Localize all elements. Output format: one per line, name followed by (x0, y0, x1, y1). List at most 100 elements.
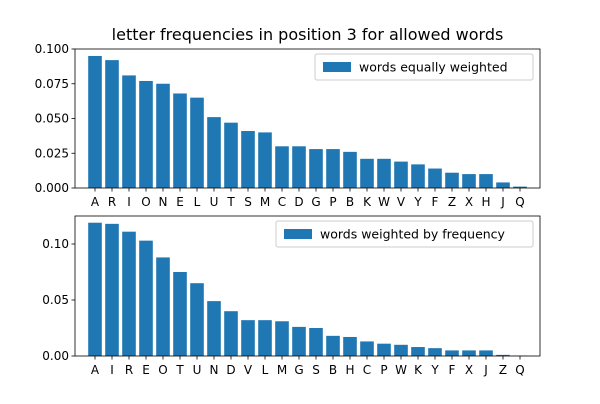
x-tick-label: O (141, 195, 150, 209)
y-tick-label: 0.050 (35, 112, 69, 126)
x-tick-label: I (110, 363, 114, 377)
x-tick-label: L (262, 363, 269, 377)
bar-W (394, 345, 408, 356)
x-tick-label: J (500, 195, 505, 209)
x-tick-label: F (449, 363, 456, 377)
bar-R (105, 60, 119, 188)
x-tick-label: A (91, 195, 100, 209)
x-tick-label: S (312, 363, 320, 377)
bar-S (241, 131, 255, 188)
bar-M (275, 321, 289, 356)
bar-W (377, 159, 391, 188)
bar-J (496, 182, 510, 188)
bar-N (207, 301, 221, 356)
bar-Z (445, 173, 459, 188)
x-tick-label: G (311, 195, 320, 209)
bar-U (190, 283, 204, 356)
x-tick-label: C (363, 363, 371, 377)
y-tick-label: 0.075 (35, 77, 69, 91)
x-tick-label: O (158, 363, 167, 377)
bar-B (326, 336, 340, 356)
x-tick-label: R (125, 363, 133, 377)
x-tick-label: N (210, 363, 219, 377)
bar-T (173, 272, 187, 356)
bar-D (292, 146, 306, 188)
bar-L (190, 98, 204, 188)
bar-C (275, 146, 289, 188)
bar-I (105, 224, 119, 356)
x-tick-label: V (244, 363, 253, 377)
legend: words weighted by frequency (276, 221, 533, 247)
y-tick-label: 0.025 (35, 146, 69, 160)
x-tick-label: Y (430, 363, 439, 377)
bar-C (360, 341, 374, 356)
x-tick-label: U (193, 363, 202, 377)
x-tick-label: E (142, 363, 150, 377)
x-tick-label: P (380, 363, 387, 377)
bar-A (88, 223, 102, 356)
legend-label: words weighted by frequency (320, 227, 506, 242)
y-tick-label: 0.100 (35, 42, 69, 56)
x-tick-label: P (329, 195, 336, 209)
legend-swatch (323, 62, 351, 72)
x-tick-label: Z (448, 195, 456, 209)
y-tick-label: 0.05 (42, 293, 69, 307)
x-tick-label: C (278, 195, 286, 209)
x-tick-label: B (329, 363, 337, 377)
x-tick-label: T (226, 195, 235, 209)
bar-X (462, 174, 476, 188)
x-tick-label: M (260, 195, 270, 209)
legend-swatch (284, 229, 312, 239)
bar-Y (411, 164, 425, 188)
x-tick-label: W (395, 363, 407, 377)
bar-M (258, 132, 272, 188)
legend: words equally weighted (315, 54, 533, 80)
bar-K (360, 159, 374, 188)
bar-E (173, 93, 187, 188)
bar-H (479, 174, 493, 188)
bar-G (309, 149, 323, 188)
bar-J (479, 350, 493, 356)
bar-N (156, 84, 170, 188)
bar-E (139, 241, 153, 356)
bar-I (122, 75, 136, 188)
x-tick-label: K (414, 363, 423, 377)
x-tick-label: Z (499, 363, 507, 377)
chart-title: letter frequencies in position 3 for all… (112, 25, 504, 44)
x-tick-label: X (465, 195, 473, 209)
bar-F (445, 350, 459, 356)
x-tick-label: N (159, 195, 168, 209)
bar-U (207, 117, 221, 188)
x-tick-label: J (483, 363, 488, 377)
x-tick-label: U (210, 195, 219, 209)
x-tick-label: T (175, 363, 184, 377)
x-tick-label: H (481, 195, 490, 209)
x-tick-label: S (244, 195, 252, 209)
bar-B (343, 152, 357, 188)
bar-P (326, 149, 340, 188)
bar-Y (428, 348, 442, 356)
x-tick-label: V (397, 195, 406, 209)
x-tick-label: D (294, 195, 303, 209)
x-tick-label: K (363, 195, 372, 209)
x-tick-label: H (345, 363, 354, 377)
x-tick-label: M (277, 363, 287, 377)
legend-label: words equally weighted (359, 60, 508, 75)
x-tick-label: E (176, 195, 184, 209)
bar-S (309, 328, 323, 356)
x-tick-label: R (108, 195, 116, 209)
x-tick-label: D (226, 363, 235, 377)
x-tick-label: Y (413, 195, 422, 209)
bar-X (462, 350, 476, 356)
x-tick-label: W (378, 195, 390, 209)
y-tick-label: 0.000 (35, 181, 69, 195)
bar-G (292, 327, 306, 356)
bar-V (394, 162, 408, 188)
bar-H (343, 337, 357, 356)
x-tick-label: F (432, 195, 439, 209)
x-tick-label: L (194, 195, 201, 209)
x-tick-label: G (294, 363, 303, 377)
bar-R (122, 232, 136, 356)
